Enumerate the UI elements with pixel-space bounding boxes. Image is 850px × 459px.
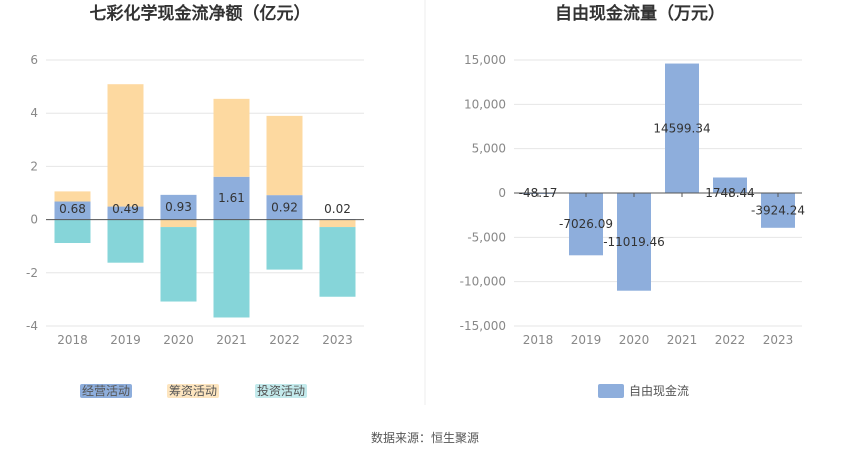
y-tick-label: 5,000 — [472, 142, 506, 156]
y-tick-label: 15,000 — [464, 53, 506, 67]
x-tick-label: 2022 — [715, 333, 746, 347]
fcf-legend: 自由现金流 — [598, 383, 689, 398]
y-tick-label: -2 — [26, 266, 38, 280]
fcf-chart: 自由现金流量（万元） 15,000 10,000 5,000 0 -5,000 -10,0… — [460, 3, 805, 398]
financing-bar — [54, 191, 91, 202]
y-tick-label: -4 — [26, 319, 38, 333]
operating-value-label: 0.02 — [324, 202, 351, 216]
cashflow-grid — [46, 59, 364, 327]
operating-value-label: 0.68 — [59, 202, 86, 216]
legend-swatch-financing — [167, 384, 219, 398]
fcf-bar — [617, 193, 651, 291]
fcf-value-label: 14599.34 — [653, 121, 710, 135]
y-tick-label: -5,000 — [467, 230, 506, 244]
operating-value-label: 0.93 — [165, 200, 192, 214]
fcf-value-label: -7026.09 — [559, 217, 613, 231]
x-tick-label: 2020 — [619, 333, 650, 347]
y-tick-label: 6 — [30, 53, 38, 67]
operating-bar — [160, 194, 197, 220]
x-tick-label: 2018 — [57, 333, 88, 347]
fcf-value-label: -3924.24 — [751, 203, 805, 217]
operating-bar — [54, 201, 91, 220]
data-source: 数据来源：恒生聚源 — [371, 430, 479, 445]
fcf-bar — [569, 193, 603, 256]
x-tick-label: 2023 — [322, 333, 353, 347]
legend-label-fcf: 自由现金流 — [629, 383, 689, 398]
x-tick-label: 2018 — [523, 333, 554, 347]
fcf-bar — [761, 193, 795, 228]
financing-bar — [160, 219, 197, 228]
x-tick-label: 2019 — [571, 333, 602, 347]
fcf-value-label: -11019.46 — [603, 235, 665, 249]
operating-bar — [107, 206, 144, 220]
cashflow-axis: 6 4 2 0 -2 -4 2018 2019 2020 2021 2022 2023 — [26, 53, 364, 347]
x-tick-label: 2021 — [216, 333, 247, 347]
cashflow-chart: 七彩化学现金流净额（亿元） 0.68 0.49 0.93 1.61 0.92 0.02 6… — [26, 3, 364, 398]
x-tick-label: 2022 — [269, 333, 300, 347]
operating-value-label: 1.61 — [218, 191, 245, 205]
y-tick-label: 4 — [30, 106, 38, 120]
cashflow-data-labels: 0.68 0.49 0.93 1.61 0.92 0.02 — [59, 191, 351, 216]
financing-bar — [213, 98, 250, 177]
y-tick-label: -10,000 — [460, 275, 506, 289]
legend-label-operating: 经营活动 — [82, 384, 130, 398]
legend-label-financing: 筹资活动 — [169, 384, 217, 398]
investing-bar — [213, 219, 250, 318]
investing-bar — [266, 219, 303, 270]
operating-bar — [266, 195, 303, 220]
y-tick-label: 0 — [498, 186, 506, 200]
investing-bar — [54, 219, 91, 244]
fcf-value-label: 1748.44 — [705, 186, 755, 200]
x-tick-label: 2019 — [110, 333, 141, 347]
investing-bar — [107, 219, 144, 263]
x-tick-label: 2020 — [163, 333, 194, 347]
financing-bar — [107, 84, 144, 207]
fcf-bar — [665, 63, 699, 193]
investing-bar — [160, 227, 197, 302]
cashflow-bars — [54, 84, 356, 318]
investing-bar — [319, 227, 356, 297]
financing-bar — [319, 219, 356, 228]
y-tick-label: 2 — [30, 159, 38, 173]
operating-value-label: 0.92 — [271, 200, 298, 214]
legend-label-investing: 投资活动 — [257, 383, 305, 398]
legend-swatch-fcf — [598, 384, 624, 398]
operating-bar — [213, 176, 250, 220]
financing-bar — [266, 115, 303, 196]
fcf-value-label: -48.17 — [519, 186, 558, 200]
fcf-data-labels: -48.17 -7026.09 -11019.46 14599.34 1748.44 -3… — [519, 121, 805, 249]
fcf-bar — [713, 177, 747, 193]
fcf-chart-title: 自由现金流量（万元） — [555, 3, 725, 24]
legend-swatch-operating — [80, 384, 132, 398]
fcf-axis: 15,000 10,000 5,000 0 -5,000 -10,000 -15,000 20… — [460, 53, 802, 347]
x-tick-label: 2023 — [763, 333, 794, 347]
operating-value-label: 0.49 — [112, 202, 139, 216]
x-tick-label: 2021 — [667, 333, 698, 347]
y-tick-label: -15,000 — [460, 319, 506, 333]
y-tick-label: 10,000 — [464, 97, 506, 111]
cashflow-chart-title: 七彩化学现金流净额（亿元） — [90, 3, 311, 24]
cashflow-legend: 经营活动 筹资活动 投资活动 — [80, 383, 307, 398]
fcf-bars — [521, 63, 795, 291]
y-tick-label: 0 — [30, 213, 38, 227]
legend-swatch-investing — [255, 384, 307, 398]
